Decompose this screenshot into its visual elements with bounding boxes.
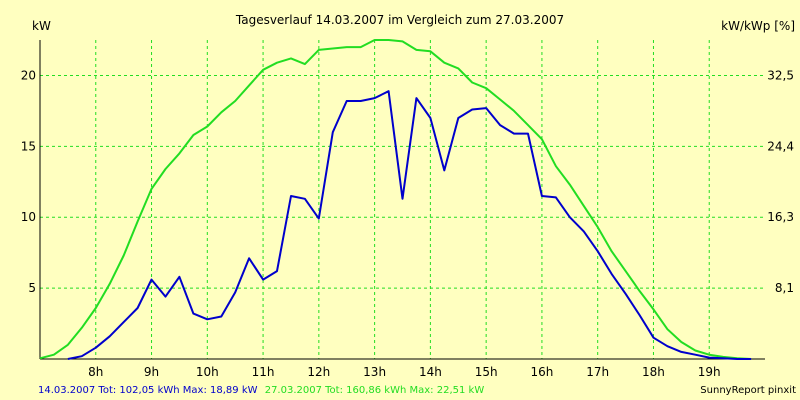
y-tick-label-1: 10	[21, 210, 36, 224]
x-tick-label-3: 11h	[252, 365, 275, 379]
series-line-14-03-2007	[67, 90, 752, 360]
x-tick-label-6: 14h	[419, 365, 442, 379]
x-tick-label-10: 18h	[642, 365, 665, 379]
legend-footer: 14.03.2007 Tot: 102,05 kWh Max: 18,89 kW…	[38, 385, 484, 396]
series-lines	[39, 39, 752, 360]
y-tick-label-3: 20	[21, 68, 36, 82]
grid-lines	[40, 40, 765, 359]
x-tick-label-1: 9h	[144, 365, 159, 379]
y-axis-label-right: kW/kWp [%]	[721, 19, 795, 33]
x-tick-labels: 8h 9h 10h 11h 12h 13h 14h 15h 16h 17h 18h 19h	[88, 365, 721, 379]
legend-series2-text: 27.03.2007 Tot: 160,86 kWh Max: 22,51 kW	[265, 385, 485, 396]
y-tick-label-2: 15	[21, 139, 36, 153]
y-tick-label-right-2: 24,4	[767, 139, 794, 153]
y-tick-label-right-0: 8,1	[775, 281, 794, 295]
y-tick-label-right-3: 32,5	[767, 68, 794, 82]
y-tick-labels-right: 8,1 16,3 24,4 32,5	[767, 68, 794, 295]
brand-label: SunnyReport pinxit	[700, 385, 796, 396]
series-line-27-03-2007	[39, 39, 752, 360]
x-tick-label-5: 13h	[363, 365, 386, 379]
x-tick-label-9: 17h	[586, 365, 609, 379]
y-tick-label-right-1: 16,3	[767, 210, 794, 224]
legend-series1-text: 14.03.2007 Tot: 102,05 kWh Max: 18,89 kW	[38, 385, 258, 396]
x-tick-label-0: 8h	[88, 365, 103, 379]
x-tick-label-7: 15h	[475, 365, 498, 379]
plot-area	[39, 40, 765, 360]
x-tick-label-2: 10h	[196, 365, 219, 379]
chart-title: Tagesverlauf 14.03.2007 im Vergleich zum…	[235, 13, 564, 27]
x-tick-label-11: 19h	[698, 365, 721, 379]
x-tick-label-4: 12h	[307, 365, 330, 379]
y-tick-labels-left: 5 10 15 20	[21, 68, 36, 295]
y-tick-label-0: 5	[28, 281, 36, 295]
x-tick-label-8: 16h	[530, 365, 553, 379]
y-axis-label-left: kW	[32, 19, 51, 33]
